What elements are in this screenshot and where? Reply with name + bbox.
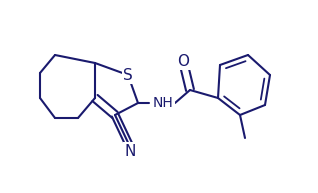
Text: S: S (123, 68, 133, 82)
Text: N: N (124, 144, 136, 158)
Text: NH: NH (153, 96, 173, 110)
Text: O: O (177, 53, 189, 69)
